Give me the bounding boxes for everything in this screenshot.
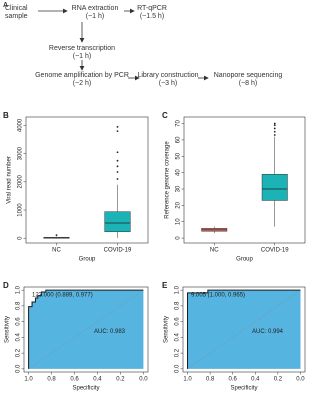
outlier [55,234,58,237]
x-tick-label: NC [210,248,219,254]
plot-frame [183,116,306,244]
x-tick-label: 0.0 [296,377,305,383]
node-label: sample [5,13,28,20]
y-tick-label: 10 [176,218,182,225]
outlier [116,130,119,132]
diagonal [28,289,144,370]
outlier [116,165,119,168]
outlier [116,178,119,180]
node-label: (~1 h) [73,53,91,60]
diagonal [187,289,301,370]
y-tick-label: 0.6 [175,317,181,326]
node-label: (~1 h) [86,13,104,20]
x-axis-title: Group [236,257,253,263]
node-label: Clinical [5,5,28,12]
outlier [273,130,276,133]
outlier [273,127,276,130]
roc-curve [187,289,301,369]
node-label: RNA extraction [72,5,119,12]
plot-frame [182,286,306,373]
node-label: (~3 h) [159,80,177,87]
panel-letter: E [162,281,168,290]
plot-frame [25,116,149,244]
x-axis-title: Group [79,257,96,263]
node-label: (~8 h) [239,80,257,87]
x-tick-label: 0.6 [229,377,238,383]
roc-curve [28,289,144,369]
node-label: Library construction [137,72,198,79]
y-tick-label: 1.0 [16,285,22,294]
y-axis-title: Viral read number [7,156,13,204]
x-tick-label: 0.6 [70,377,79,383]
outlier [116,125,119,128]
x-tick-label: 0.4 [93,377,102,383]
x-axis-title: Specificity [230,386,257,392]
node-label: Reverse transcription [49,45,115,52]
y-tick-label: 50 [176,152,182,159]
x-tick-label: 1.0 [24,377,33,383]
panel-letter: D [3,281,9,290]
x-tick-label: NC [52,248,61,254]
y-tick-label: 20 [176,201,182,208]
x-tick-label: COVID-19 [261,248,289,254]
y-tick-label: 0.2 [16,348,22,357]
y-tick-label: 0 [18,236,24,240]
y-tick-label: 0 [176,236,182,240]
outlier [116,159,119,162]
y-tick-label: 4000 [18,118,24,132]
y-tick-label: 70 [176,120,182,127]
y-tick-label: 0.2 [175,348,181,357]
node-label: (~1.5 h) [140,13,164,20]
outlier [273,122,276,125]
y-tick-label: 40 [176,169,182,176]
panel-letter: C [162,111,168,120]
x-axis-title: Specificity [72,386,99,392]
auc-label: AUC: 0.983 [94,329,126,335]
y-tick-label: 0.6 [16,317,22,326]
x-tick-label: 0.8 [47,377,56,383]
y-tick-label: 0.8 [16,301,22,310]
y-tick-label: 30 [176,185,182,192]
x-tick-label: COVID-19 [104,248,132,254]
y-tick-label: 3000 [18,146,24,160]
y-tick-label: 0.0 [175,364,181,373]
y-tick-label: 0.4 [16,333,22,342]
box [104,211,131,232]
x-tick-label: 0.4 [251,377,260,383]
x-tick-label: 0.2 [116,377,125,383]
outlier [116,171,119,173]
outlier [273,134,276,136]
y-tick-label: 1.0 [175,285,181,294]
node-label: (~2 h) [73,80,91,87]
threshold-label: 9.005 (1.000, 0.965) [191,293,245,299]
node-label: Genome amplification by PCR [35,72,129,79]
y-tick-label: 0.0 [16,364,22,373]
outlier [116,151,119,154]
panel-letter: A [3,2,8,9]
plot-frame [23,286,149,373]
y-axis-title: Sensitivity [164,316,170,343]
y-tick-label: 60 [176,136,182,143]
auc-label: AUC: 0.994 [252,329,284,335]
node-label: RT-qPCR [137,5,167,12]
y-axis-title: Reference genome coverage [165,141,171,219]
threshold-label: 123.000 (0.889, 0.977) [32,293,93,299]
y-axis-title: Sensitivity [5,316,11,343]
x-tick-label: 1.0 [183,377,192,383]
box [261,174,288,201]
panel-letter: B [3,111,9,120]
x-tick-label: 0.0 [139,377,148,383]
y-tick-label: 1000 [18,203,24,217]
y-tick-label: 0.4 [175,333,181,342]
node-label: Nanopore sequencing [214,72,283,79]
outlier [273,124,276,127]
x-tick-label: 0.2 [274,377,283,383]
x-tick-label: 0.8 [206,377,215,383]
y-tick-label: 2000 [18,175,24,189]
y-tick-label: 0.8 [175,301,181,310]
